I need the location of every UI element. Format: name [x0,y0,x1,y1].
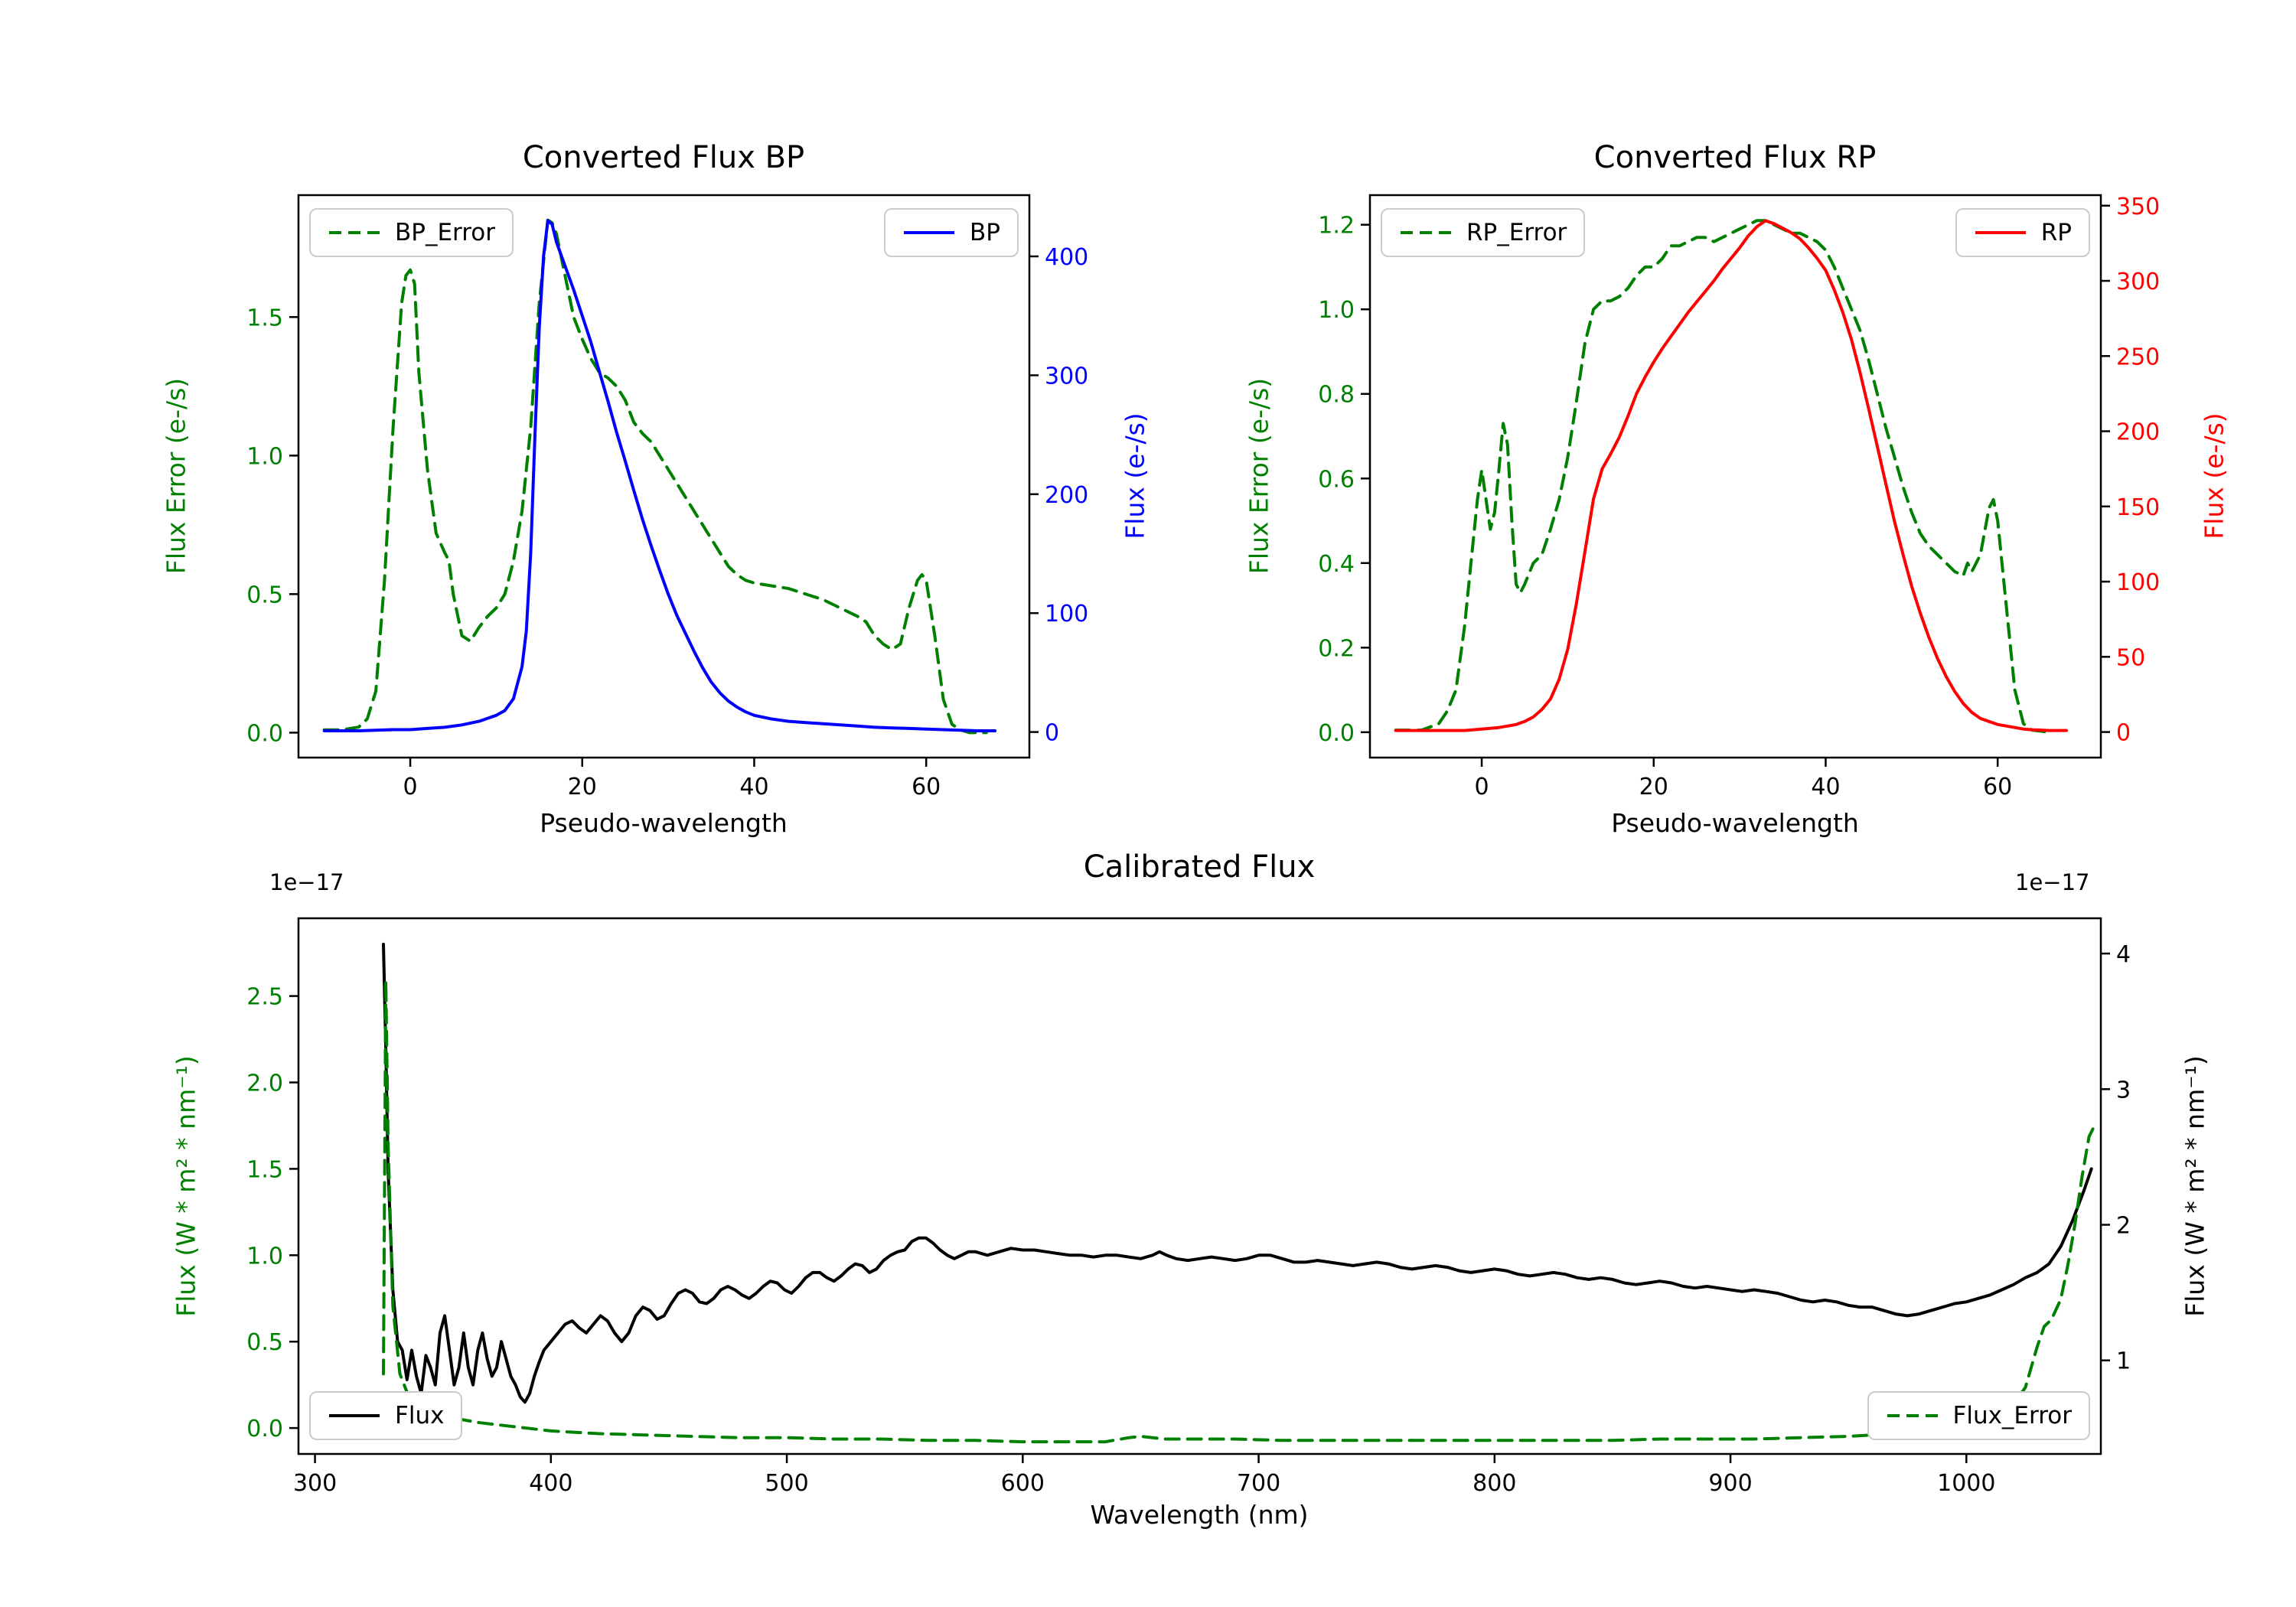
series-line-bp [322,219,997,732]
x-tick-label: 60 [912,774,941,800]
series-group [382,942,2095,1444]
y-tick-label-left: 2.5 [246,984,283,1011]
x-tick-label: 400 [529,1470,572,1497]
legend-bp-error: BP_Error [309,208,514,257]
y-tick-label-left: 0.5 [246,582,283,608]
chart-title-converted-flux-rp: Converted Flux RP [1593,140,1877,175]
legend-rp: RP [1955,208,2090,257]
y-tick-label-right: 250 [2116,344,2160,370]
series-line-flux_error [382,979,2095,1444]
y-tick-label-left: 0.6 [1318,466,1355,493]
legend-line-sample [904,231,955,234]
offset-text-left: 1e−17 [269,869,344,895]
legend-label: RP [2040,219,2072,246]
y-tick-label-left: 0.2 [1318,635,1355,662]
y-tick-label-right: 50 [2116,644,2145,671]
y-tick-label-left: 1.0 [1318,297,1355,324]
x-axis-label-rp: Pseudo-wavelength [1611,808,1859,838]
y-tick-label-left: 1.0 [246,443,283,470]
series-line-flux [382,942,2093,1404]
y-axis-label-calibrated-right: Flux (W * m² * nm⁻¹) [2180,1055,2210,1317]
legend-flux: Flux [309,1391,463,1440]
axes-frame [1368,194,2102,759]
x-tick-label: 700 [1237,1470,1280,1497]
y-axis-label-bp-error: Flux Error (e-/s) [161,377,191,575]
y-axis-label-rp-error: Flux Error (e-/s) [1244,377,1274,575]
y-tick-label-right: 100 [1045,601,1088,627]
y-tick-label-right: 400 [1045,244,1088,271]
y-tick-label-right: 300 [1045,363,1088,390]
legend-label: BP_Error [395,219,496,246]
y-tick-label-right: 0 [1045,720,1059,747]
legend-line-sample [1887,1414,1938,1417]
series-line-rp [1394,219,2069,732]
legend-label: RP_Error [1466,219,1567,246]
y-tick-label-left: 0.4 [1318,551,1355,578]
legend-label: Flux_Error [1952,1402,2073,1429]
y-tick-label-right: 3 [2116,1077,2131,1103]
y-tick-label-left: 1.5 [246,305,283,331]
y-tick-label-right: 4 [2116,941,2131,968]
y-tick-label-right: 200 [2116,419,2160,446]
y-axis-label-calibrated-left: Flux (W * m² * nm⁻¹) [171,1055,201,1317]
y-tick-label-left: 0.0 [1318,720,1355,747]
x-tick-label: 0 [403,774,418,800]
series-group [1394,219,2069,734]
y-tick-label-right: 100 [2116,569,2160,596]
legend-bp: BP [884,208,1019,257]
legend-line-sample [1975,231,2026,234]
x-tick-label: 0 [1475,774,1489,800]
x-tick-label: 40 [1811,774,1840,800]
chart-0: 0 20 40 60 0.0 0.5 1.0 1.5 0 100 200 300 400 [246,194,1088,800]
x-tick-label: 40 [739,774,768,800]
y-tick-label-right: 350 [2116,194,2160,220]
legend-line-sample [329,1414,380,1417]
x-tick-label: 20 [568,774,597,800]
y-tick-label-right: 150 [2116,494,2160,521]
chart-title-converted-flux-bp: Converted Flux BP [522,140,805,175]
y-tick-label-left: 1.5 [246,1156,283,1183]
y-tick-label-right: 300 [2116,269,2160,295]
y-tick-label-left: 0.0 [246,720,283,747]
y-tick-label-right: 2 [2116,1213,2131,1240]
y-tick-label-left: 2.0 [246,1071,283,1097]
legend-label: BP [970,219,1000,246]
y-tick-label-right: 1 [2116,1348,2131,1375]
x-tick-label: 800 [1473,1470,1516,1497]
y-tick-label-right: 0 [2116,720,2131,747]
chart-2: 300 400 500 600 700 800 900 1000 0.0 0.5 1.0 1.5 2.0… [246,917,2131,1497]
legend-line-sample [1401,231,1451,234]
y-tick-label-left: 1.0 [246,1243,283,1270]
axes-frame [297,917,2102,1455]
y-tick-label-right: 200 [1045,482,1088,509]
y-axis-label-bp-flux: Flux (e-/s) [1120,412,1150,539]
y-tick-label-left: 0.0 [246,1416,283,1442]
x-tick-label: 60 [1983,774,2012,800]
x-tick-label: 500 [765,1470,808,1497]
series-group [322,218,997,735]
x-tick-label: 1000 [1937,1470,1995,1497]
x-tick-label: 900 [1708,1470,1752,1497]
x-axis-label-bp: Pseudo-wavelength [540,808,788,838]
axes-frame [297,194,1031,759]
series-line-rp_error [1394,219,2051,734]
x-tick-label: 600 [1001,1470,1045,1497]
legend-rp-error: RP_Error [1381,208,1586,257]
chart-title-calibrated-flux: Calibrated Flux [1083,849,1316,885]
offset-text-right: 1e−17 [2015,869,2090,895]
legend-flux-error: Flux_Error [1867,1391,2090,1440]
legend-label: Flux [395,1402,445,1429]
y-axis-label-rp-flux: Flux (e-/s) [2199,412,2229,539]
y-tick-label-left: 1.2 [1318,213,1355,240]
x-tick-label: 300 [293,1470,337,1497]
y-tick-label-left: 0.8 [1318,382,1355,409]
y-tick-label-left: 0.5 [246,1329,283,1356]
legend-line-sample [329,231,380,234]
chart-1: 0 20 40 60 0.0 0.2 0.4 0.6 0.8 1.0 1.2 0 50 100 150 200… [1318,194,2160,800]
x-tick-label: 20 [1639,774,1668,800]
series-line-bp_error [322,218,988,735]
x-axis-label-calibrated: Wavelength (nm) [1090,1500,1309,1530]
